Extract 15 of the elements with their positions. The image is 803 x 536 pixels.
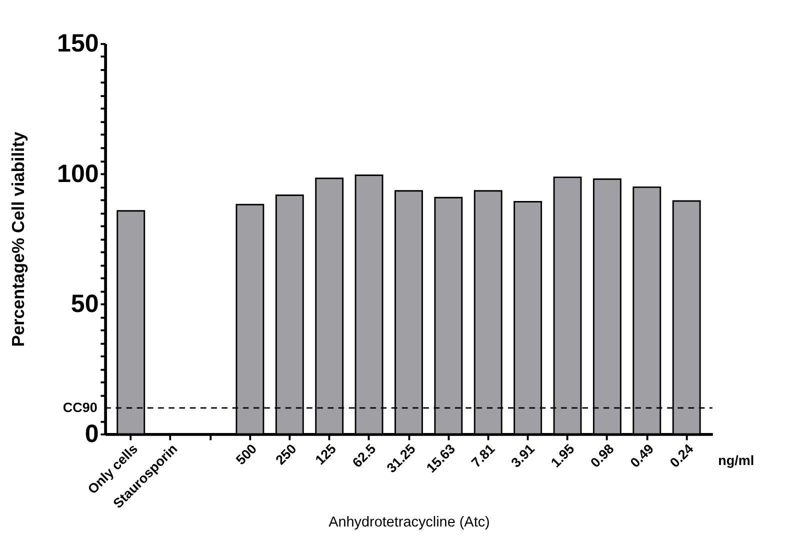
y-tick-label: 100: [57, 160, 99, 188]
x-tick-label: 125: [312, 440, 340, 468]
x-tick-label: 0.98: [588, 440, 618, 470]
x-tick-label: 0.49: [627, 441, 657, 470]
text: ng/ml: [718, 452, 754, 468]
x-axis-title: Anhydrotetracycline (Atc): [328, 514, 490, 530]
x-tick-label: 7.81: [468, 440, 498, 470]
x-tick-label: 500: [233, 441, 260, 468]
y-axis-title: Percentage% Cell viability: [8, 131, 28, 347]
y-tick-label: 50: [70, 290, 99, 318]
x-tick-label: 250: [272, 441, 300, 468]
y-tick-label: 150: [57, 30, 99, 58]
ref-line-label: CC90: [62, 400, 98, 415]
y-tick-label: 0: [84, 420, 99, 448]
x-tick-label: 3.91: [508, 440, 538, 470]
